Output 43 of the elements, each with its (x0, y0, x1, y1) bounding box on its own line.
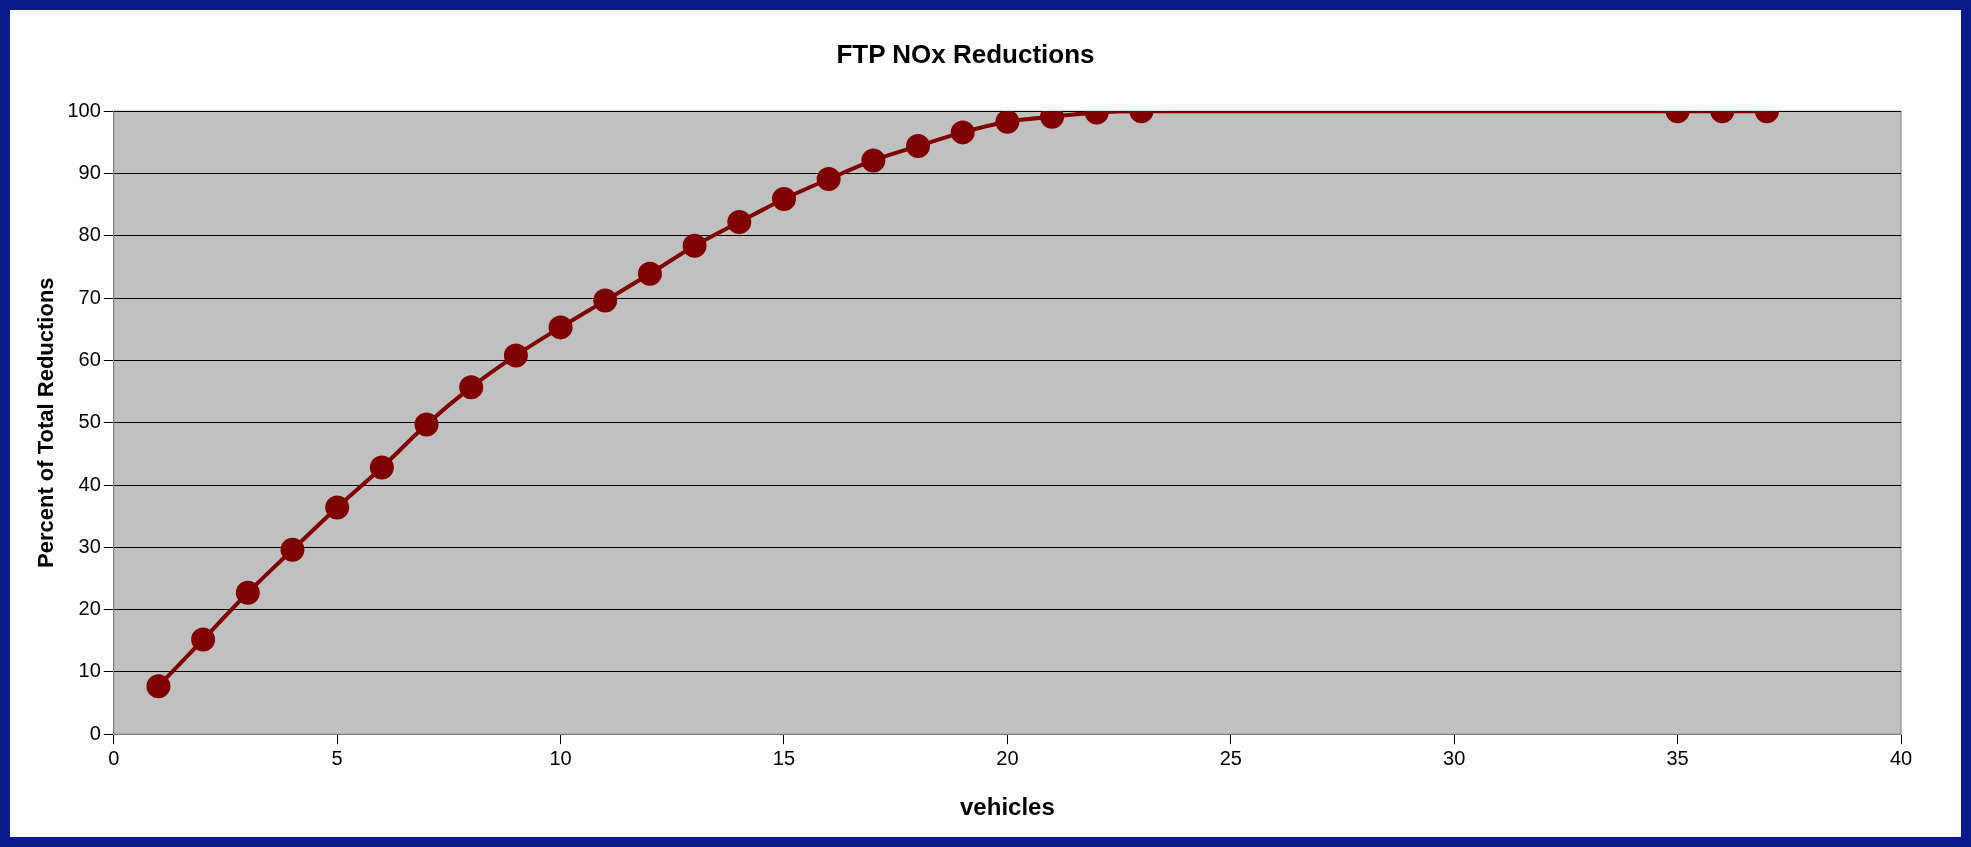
point (146, 674, 171, 699)
point (414, 412, 439, 437)
y-tick-label: 10 (78, 659, 101, 682)
point (995, 111, 1020, 134)
y-tick-label: 80 (78, 223, 101, 246)
point (861, 148, 886, 173)
point (637, 261, 662, 286)
point (950, 120, 975, 145)
point (235, 580, 260, 605)
x-tick-label: 15 (772, 746, 796, 769)
point (682, 233, 707, 258)
point (727, 210, 752, 235)
y-tick-label: 20 (78, 597, 101, 620)
y-tick-label: 100 (67, 98, 101, 121)
y-tick-label: 60 (78, 347, 101, 370)
y-tick-label: 90 (78, 161, 101, 184)
point (548, 315, 573, 340)
point (906, 134, 931, 159)
y-axis-title: Percent of Total Reductions (33, 277, 59, 568)
y-tick-label: 30 (78, 534, 101, 557)
point (771, 187, 796, 212)
point (325, 495, 350, 520)
point (816, 167, 841, 192)
x-tick-label: 35 (1666, 746, 1689, 769)
x-tick-label: 25 (1219, 746, 1242, 769)
point (191, 627, 216, 652)
point (593, 288, 618, 313)
y-tick-label: 70 (78, 285, 101, 308)
y-tick-label: 50 (78, 410, 101, 433)
point (280, 537, 305, 562)
x-tick-label: 30 (1443, 746, 1466, 769)
point (369, 455, 394, 480)
y-tick-label: 0 (89, 721, 101, 744)
x-tick-label: 0 (108, 746, 120, 769)
x-tick-label: 10 (549, 746, 572, 769)
point (459, 375, 484, 400)
x-axis-title: vehicles (960, 793, 1055, 821)
x-tick-label: 20 (996, 746, 1019, 769)
x-tick-label: 40 (1889, 746, 1913, 769)
point (503, 343, 528, 368)
x-tick-label: 5 (331, 746, 343, 769)
y-tick-label: 40 (78, 472, 101, 495)
chart-title: FTP NOx Reductions (836, 38, 1095, 69)
